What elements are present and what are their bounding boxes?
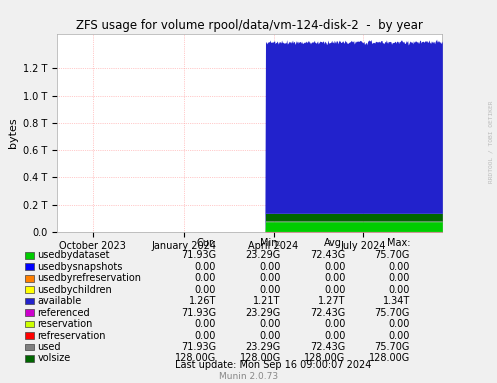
Text: 72.43G: 72.43G	[310, 342, 345, 352]
Text: 0.00: 0.00	[259, 273, 281, 283]
Text: 1.27T: 1.27T	[318, 296, 345, 306]
Text: used: used	[37, 342, 61, 352]
Text: 0.00: 0.00	[389, 273, 410, 283]
Text: 23.29G: 23.29G	[246, 308, 281, 318]
Text: 71.93G: 71.93G	[181, 308, 216, 318]
Text: 128.00G: 128.00G	[369, 354, 410, 363]
Text: 72.43G: 72.43G	[310, 250, 345, 260]
Text: 0.00: 0.00	[324, 262, 345, 272]
Text: usedbydataset: usedbydataset	[37, 250, 110, 260]
Text: 1.21T: 1.21T	[253, 296, 281, 306]
Text: 1.26T: 1.26T	[189, 296, 216, 306]
Text: 0.00: 0.00	[324, 285, 345, 295]
Text: Avg:: Avg:	[324, 238, 345, 248]
Y-axis label: bytes: bytes	[7, 118, 17, 148]
Text: volsize: volsize	[37, 354, 71, 363]
Text: 0.00: 0.00	[195, 273, 216, 283]
Text: 23.29G: 23.29G	[246, 250, 281, 260]
Text: 0.00: 0.00	[324, 273, 345, 283]
Text: 128.00G: 128.00G	[240, 354, 281, 363]
Text: usedbysnapshots: usedbysnapshots	[37, 262, 123, 272]
Text: 75.70G: 75.70G	[375, 250, 410, 260]
Text: 0.00: 0.00	[324, 319, 345, 329]
Text: refreservation: refreservation	[37, 331, 106, 340]
Text: Cur:: Cur:	[196, 238, 216, 248]
Text: 0.00: 0.00	[389, 319, 410, 329]
Text: 23.29G: 23.29G	[246, 342, 281, 352]
Text: usedbyrefreservation: usedbyrefreservation	[37, 273, 141, 283]
Text: available: available	[37, 296, 82, 306]
Text: RRDTOOL / TOBI OETIKER: RRDTOOL / TOBI OETIKER	[489, 100, 494, 183]
Text: Max:: Max:	[387, 238, 410, 248]
Text: 128.00G: 128.00G	[175, 354, 216, 363]
Text: reservation: reservation	[37, 319, 92, 329]
Text: 75.70G: 75.70G	[375, 308, 410, 318]
Text: 71.93G: 71.93G	[181, 250, 216, 260]
Text: Last update: Mon Sep 16 09:00:07 2024: Last update: Mon Sep 16 09:00:07 2024	[175, 360, 372, 370]
Text: 0.00: 0.00	[324, 331, 345, 340]
Text: 0.00: 0.00	[259, 331, 281, 340]
Text: 0.00: 0.00	[389, 285, 410, 295]
Title: ZFS usage for volume rpool/data/vm-124-disk-2  -  by year: ZFS usage for volume rpool/data/vm-124-d…	[77, 19, 423, 32]
Text: 0.00: 0.00	[195, 331, 216, 340]
Text: Munin 2.0.73: Munin 2.0.73	[219, 372, 278, 381]
Text: 0.00: 0.00	[195, 285, 216, 295]
Text: 0.00: 0.00	[389, 262, 410, 272]
Text: 128.00G: 128.00G	[304, 354, 345, 363]
Text: 0.00: 0.00	[259, 285, 281, 295]
Text: 0.00: 0.00	[389, 331, 410, 340]
Text: 75.70G: 75.70G	[375, 342, 410, 352]
Text: 0.00: 0.00	[259, 319, 281, 329]
Text: 0.00: 0.00	[195, 319, 216, 329]
Text: 0.00: 0.00	[195, 262, 216, 272]
Text: 0.00: 0.00	[259, 262, 281, 272]
Text: referenced: referenced	[37, 308, 90, 318]
Text: 72.43G: 72.43G	[310, 308, 345, 318]
Text: 71.93G: 71.93G	[181, 342, 216, 352]
Text: usedbychildren: usedbychildren	[37, 285, 112, 295]
Text: 1.34T: 1.34T	[383, 296, 410, 306]
Text: Min:: Min:	[260, 238, 281, 248]
